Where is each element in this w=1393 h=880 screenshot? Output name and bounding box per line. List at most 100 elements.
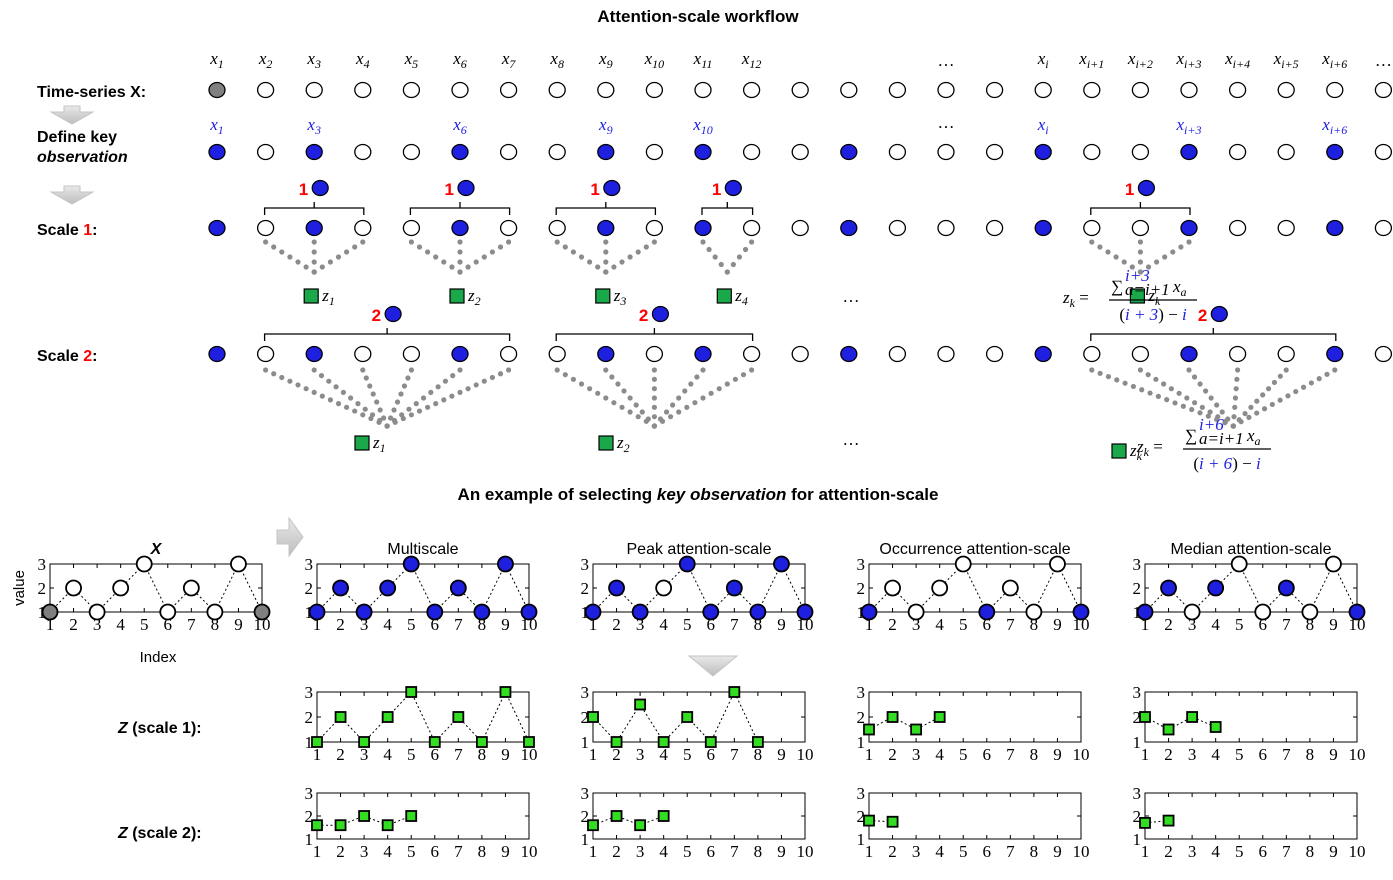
top-label-var: x <box>1127 49 1136 68</box>
scale2-fan-dot <box>1219 409 1225 415</box>
series-line <box>592 562 806 613</box>
formula-scale1-sum-var-sub: a <box>1181 285 1187 299</box>
chart-median: 12345678910123Median attention-scale <box>1133 541 1366 634</box>
scale1-fan-dot <box>651 239 658 245</box>
top-label-sub: i+3 <box>1184 57 1201 71</box>
scale2-fan-dot <box>398 391 404 397</box>
z-marker <box>657 810 670 822</box>
key-ellipsis: … <box>938 113 955 132</box>
scale1-fan-dot <box>603 239 609 245</box>
chart-multiscale: 12345678910123Multiscale <box>305 541 538 634</box>
key-label-var: x <box>306 115 315 134</box>
x-tick-label: 9 <box>501 842 510 861</box>
scale1-fan-dot <box>1145 264 1152 270</box>
scale1-group-key <box>603 179 621 197</box>
x-tick-label: 10 <box>797 615 814 634</box>
scale2-group-key <box>651 305 670 323</box>
scale2-fan-dot <box>635 414 641 420</box>
scale1-fan-dot <box>1178 244 1184 250</box>
z-marker <box>334 819 347 832</box>
top-label-var: x <box>741 49 750 68</box>
formula-scale2-sum-var-sub: a <box>1255 434 1261 448</box>
scale2-fan-dot <box>384 423 390 429</box>
key-label-sub: i+6 <box>1330 123 1347 137</box>
scale1-fan-dot <box>1154 259 1160 265</box>
data-point <box>135 555 153 573</box>
scale2-fan-dot <box>374 399 380 405</box>
top-label: xi+5 <box>1273 49 1299 71</box>
scale2-z-sub: 2 <box>624 441 630 455</box>
key-row-point <box>451 143 469 161</box>
scale2-fan-dot <box>362 406 368 412</box>
formula-scale1-sum-bottom: a=i+1 <box>1125 280 1170 299</box>
scale2-fan-dot <box>1232 395 1239 401</box>
scale1-fan-dot <box>1170 249 1176 255</box>
key-row-point <box>1083 143 1101 161</box>
top-label: x10 <box>644 49 665 71</box>
scale2-fan-dot <box>627 409 633 415</box>
scale1-fan-dot <box>449 264 455 270</box>
scale2-fan-dot <box>1207 409 1213 415</box>
data-point <box>355 603 373 621</box>
x-tick-label: 2 <box>612 615 621 634</box>
key-row-point <box>597 143 615 161</box>
formula-scale1-d4: i <box>1182 305 1187 324</box>
scale2-fan-dot <box>279 374 285 381</box>
scale1-point <box>451 219 469 237</box>
scale1-z-var: z <box>613 286 621 305</box>
key-row-point <box>208 143 226 161</box>
scale2-fan-dot <box>401 383 408 389</box>
scale2-z-var: z <box>372 433 380 452</box>
scale1-fan-dot <box>587 259 593 265</box>
z-scale1-label: Z (scale 1): <box>117 720 202 737</box>
data-point <box>1136 603 1154 621</box>
x-tick-label: 7 <box>1006 745 1015 764</box>
z-marker <box>704 736 717 748</box>
top-label: xi+6 <box>1321 49 1347 71</box>
z-marker <box>657 736 670 748</box>
scale2-fan-dot <box>595 390 601 396</box>
x-tick-label: 1 <box>589 615 598 634</box>
z-marker <box>910 723 923 736</box>
y-tick-label: 2 <box>581 579 590 598</box>
ts-point <box>1374 81 1393 99</box>
formula-scale1-sum: ∑ <box>1111 277 1123 296</box>
x-tick-label: 3 <box>1188 615 1197 634</box>
scale1-point <box>1277 219 1295 237</box>
scale1-point <box>597 219 615 237</box>
y-tick-label: 1 <box>857 830 866 849</box>
chart-frame <box>868 691 1082 743</box>
x-tick-label: 3 <box>912 842 921 861</box>
scale2-z-label: z1 <box>372 433 386 455</box>
scale2-fan-dot <box>1105 373 1112 380</box>
scale1-fan-dot <box>1137 249 1143 255</box>
scale1-fan-dot <box>295 259 301 265</box>
scale2-fan-dot <box>420 395 427 401</box>
scale2-group-bracket <box>1090 328 1337 341</box>
x-tick-label: 9 <box>1329 615 1338 634</box>
top-label-var: x <box>1273 49 1282 68</box>
x-tick-label: 2 <box>612 842 621 861</box>
x-tick-label: 10 <box>797 745 814 764</box>
key-label: x9 <box>598 115 613 137</box>
data-point <box>1207 579 1225 597</box>
data-point <box>631 603 649 621</box>
x-tick-label: 10 <box>521 842 538 861</box>
scale2-fan-dot <box>1242 410 1248 417</box>
scale1-fan-dot <box>457 269 463 275</box>
scale1-fan-dot <box>489 249 495 255</box>
scale1-fan-dot <box>619 259 625 265</box>
down-arrow-example <box>687 655 739 677</box>
z-marker <box>475 736 488 748</box>
scale1-fan-dot <box>481 254 487 260</box>
series-line <box>316 690 530 743</box>
scale2-fan-dot <box>1235 367 1241 373</box>
scale1-point <box>499 219 518 237</box>
x-tick-label: 1 <box>865 842 874 861</box>
scale2-fan-dot <box>360 412 366 418</box>
x-tick-label: 8 <box>754 745 763 764</box>
top-label: xi+3 <box>1176 49 1202 71</box>
z-marker <box>681 711 694 723</box>
scale2-fan-dot <box>318 373 325 379</box>
